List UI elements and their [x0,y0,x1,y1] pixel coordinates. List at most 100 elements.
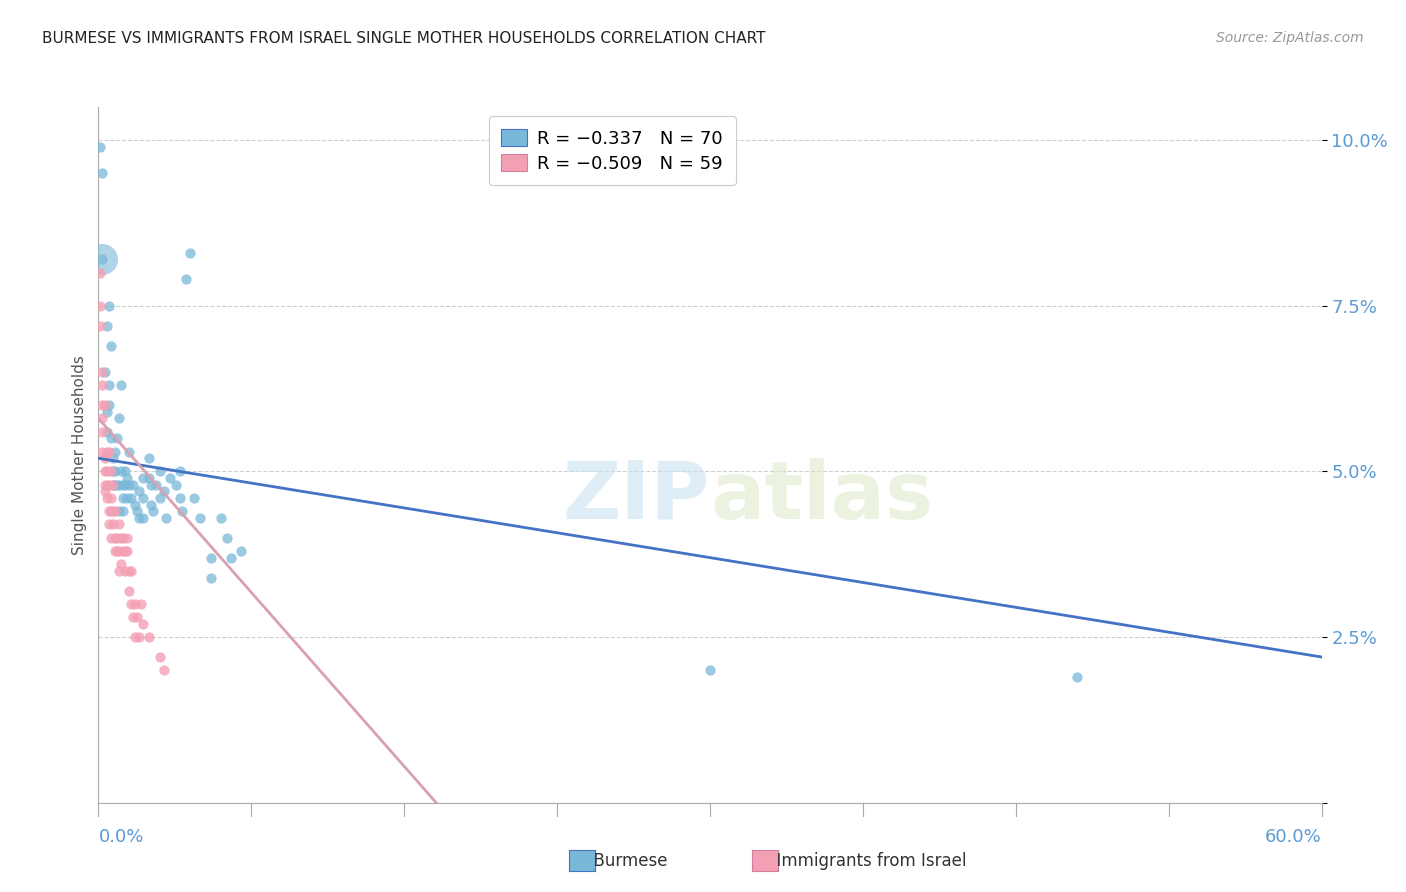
Point [149,650,172,665]
Point [115,531,138,545]
Point [145,477,167,491]
Point [91,398,114,412]
Point [91,252,114,267]
Y-axis label: Single Mother Households: Single Mother Households [72,355,87,555]
Point [183,491,205,505]
Point [96,405,118,419]
Point [96,477,118,491]
Point [104,504,127,518]
Point [100,465,122,479]
Point [122,477,145,491]
Point [152,663,174,677]
Point [91,444,114,458]
Point [96,444,118,458]
Point [1066,670,1088,684]
Point [132,616,155,631]
Point [104,544,127,558]
Text: atlas: atlas [710,458,934,536]
Point [97,517,120,532]
Text: Immigrants from Israel: Immigrants from Israel [766,852,967,870]
Point [105,431,128,445]
Point [219,550,242,565]
Point [124,498,146,512]
Point [114,477,136,491]
Point [699,663,721,677]
Point [132,471,155,485]
Point [91,411,114,425]
Point [101,504,124,518]
Point [97,299,120,313]
Point [120,564,142,578]
Point [96,465,118,479]
Point [100,431,122,445]
Point [89,318,111,333]
Point [132,491,155,505]
Point [122,610,145,624]
Point [114,544,136,558]
Point [101,465,124,479]
Legend: R = −0.337   N = 70, R = −0.509   N = 59: R = −0.337 N = 70, R = −0.509 N = 59 [489,116,735,186]
Point [215,531,238,545]
Point [108,411,131,425]
Point [118,477,141,491]
Point [91,378,114,392]
Point [159,471,181,485]
Point [179,245,201,260]
Point [124,630,146,644]
Point [96,491,118,505]
Point [93,465,115,479]
Point [97,504,120,518]
Point [89,299,111,313]
Point [93,477,115,491]
Point [89,140,111,154]
Point [101,517,124,532]
Text: Source: ZipAtlas.com: Source: ZipAtlas.com [1216,31,1364,45]
Point [169,465,191,479]
Point [165,477,187,491]
Point [97,378,120,392]
Point [105,531,128,545]
Point [114,564,136,578]
Point [111,504,134,518]
Point [149,465,172,479]
Point [104,531,127,545]
Point [108,477,131,491]
Text: ZIP: ZIP [562,458,710,536]
Point [104,465,127,479]
Point [108,517,131,532]
Point [231,544,253,558]
Text: 60.0%: 60.0% [1265,828,1322,846]
Point [100,504,122,518]
Point [174,272,197,286]
Point [101,477,124,491]
Point [91,365,114,379]
Point [93,451,115,466]
Point [97,398,120,412]
Point [120,597,142,611]
Text: BURMESE VS IMMIGRANTS FROM ISRAEL SINGLE MOTHER HOUSEHOLDS CORRELATION CHART: BURMESE VS IMMIGRANTS FROM ISRAEL SINGLE… [42,31,766,46]
Point [111,531,134,545]
Point [118,564,141,578]
Point [149,491,172,505]
Point [93,365,115,379]
Text: 0.0%: 0.0% [98,828,143,846]
Point [110,465,132,479]
Point [111,491,134,505]
Point [91,166,114,180]
Point [108,504,131,518]
Point [104,444,127,458]
Point [105,477,128,491]
Point [97,477,120,491]
Point [155,511,177,525]
Point [128,511,150,525]
Point [104,477,127,491]
Point [105,544,128,558]
Point [100,338,122,352]
Point [128,630,150,644]
Point [93,484,115,499]
Point [170,504,193,518]
Point [108,564,131,578]
Point [169,491,191,505]
Point [120,491,142,505]
Point [115,471,138,485]
